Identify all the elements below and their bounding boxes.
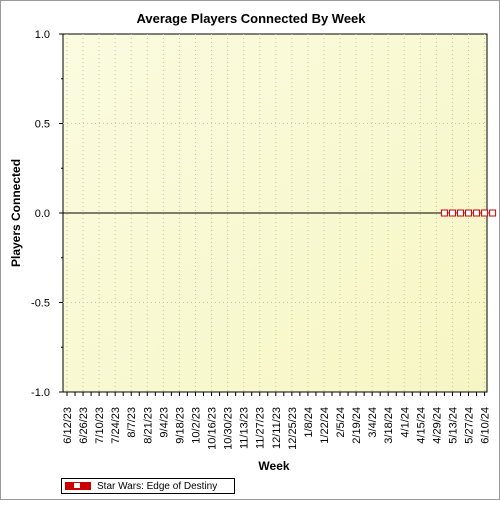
data-point xyxy=(489,209,497,217)
data-point xyxy=(440,209,448,217)
x-tick-label: 9/4/23 xyxy=(158,407,170,438)
y-tick-label: 1.0 xyxy=(35,29,50,41)
y-tick-label: -1.0 xyxy=(31,387,50,399)
data-point xyxy=(465,209,473,217)
data-point xyxy=(473,209,481,217)
x-axis-label: Week xyxy=(258,459,289,473)
x-tick-label: 11/27/23 xyxy=(255,407,267,449)
x-tick-label: 12/25/23 xyxy=(287,407,299,450)
data-point xyxy=(456,209,464,217)
legend-swatch xyxy=(65,482,91,490)
x-tick-label: 3/18/24 xyxy=(383,407,395,444)
x-tick-label: 2/19/24 xyxy=(351,407,363,444)
x-axis-ticks: 6/12/23 6/26/23 7/10/23 7/24/23 8/7/23 8/21/2… xyxy=(62,392,492,450)
x-tick-label: 10/16/23 xyxy=(207,407,219,450)
y-tick-label: 0.5 xyxy=(35,119,50,131)
y-axis-label: Players Connected xyxy=(9,159,23,267)
x-tick-label: 8/7/23 xyxy=(126,407,138,438)
legend-marker-icon xyxy=(74,483,80,488)
legend-label: Star Wars: Edge of Destiny xyxy=(97,480,218,492)
x-tick-label: 5/27/24 xyxy=(464,407,476,444)
x-tick-label: 11/13/23 xyxy=(239,407,251,449)
x-tick-label: 5/13/24 xyxy=(447,407,459,444)
x-tick-label: 7/10/23 xyxy=(94,407,106,444)
x-tick-label: 1/8/24 xyxy=(303,407,315,438)
y-axis-ticks: 1.0 0.5 0.0 -0.5 -1.0 xyxy=(31,29,63,399)
x-tick-label: 4/1/24 xyxy=(399,407,411,438)
x-tick-label: 6/10/24 xyxy=(480,407,492,444)
x-tick-label: 2/5/24 xyxy=(335,407,347,438)
x-tick-label: 12/11/23 xyxy=(271,407,283,449)
x-tick-label: 4/15/24 xyxy=(415,407,427,444)
y-tick-label: -0.5 xyxy=(31,298,50,310)
series-layer xyxy=(63,209,497,217)
x-tick-label: 9/18/23 xyxy=(174,407,186,444)
data-point xyxy=(448,209,456,217)
legend: Star Wars: Edge of Destiny xyxy=(61,478,235,494)
x-tick-label: 8/21/23 xyxy=(142,407,154,444)
y-tick-label: 0.0 xyxy=(35,208,50,220)
x-tick-label: 6/26/23 xyxy=(78,407,90,444)
x-tick-label: 10/30/23 xyxy=(223,407,235,450)
x-tick-label: 4/29/24 xyxy=(431,407,443,444)
x-tick-label: 6/12/23 xyxy=(62,407,74,444)
data-point xyxy=(481,209,489,217)
x-tick-label: 1/22/24 xyxy=(319,407,331,444)
chart-title: Average Players Connected By Week xyxy=(136,11,366,26)
x-tick-label: 10/2/23 xyxy=(190,407,202,444)
x-tick-label: 3/4/24 xyxy=(367,407,379,438)
x-tick-label: 7/24/23 xyxy=(110,407,122,444)
